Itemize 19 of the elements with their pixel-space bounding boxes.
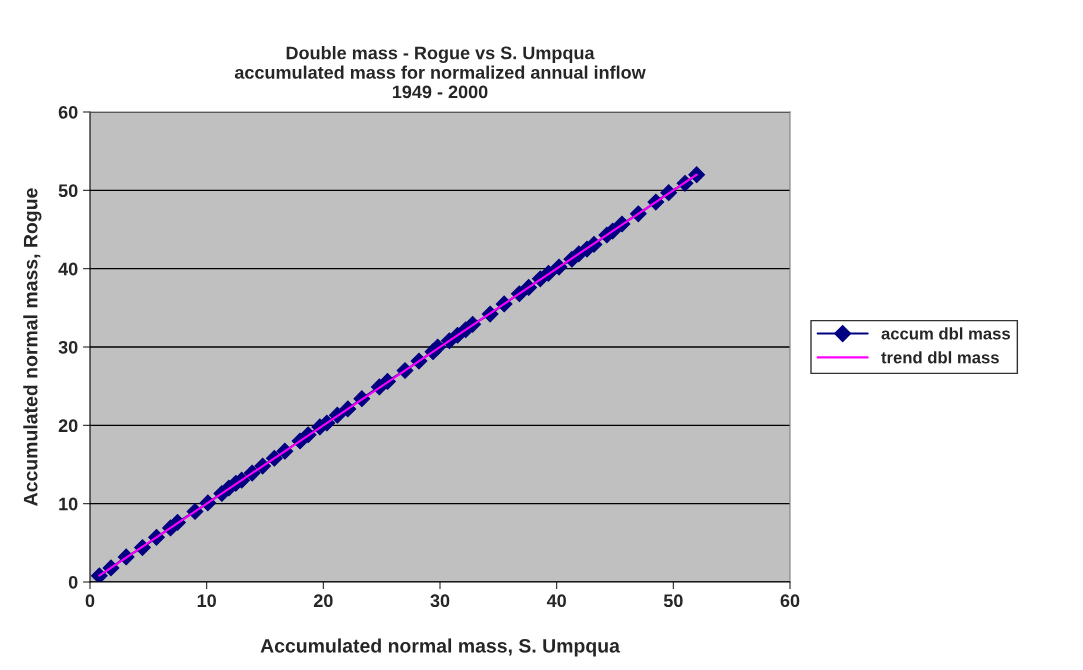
y-axis-title: Accumulated normal mass, Rogue <box>23 188 42 506</box>
x-tick-label: 40 <box>546 594 566 608</box>
x-tick-label: 10 <box>197 594 216 608</box>
x-tick-label: 0 <box>85 594 95 608</box>
y-tick-label: 0 <box>68 575 78 589</box>
y-tick-label: 30 <box>58 340 78 354</box>
x-tick-label: 20 <box>313 594 333 608</box>
y-tick-label: 20 <box>58 419 78 433</box>
x-axis-title: Accumulated normal mass, S. Umpqua <box>260 638 621 657</box>
x-tick-label: 30 <box>430 594 450 608</box>
chart-title: Double mass - Rogue vs S. Umpqua accumulated mass for normalized annual inflow 1949 - 2000 <box>234 46 646 99</box>
y-tick-label: 60 <box>58 105 78 119</box>
legend-label: trend dbl mass <box>881 351 999 364</box>
x-tick-label: 50 <box>663 594 683 608</box>
y-tick-label: 40 <box>58 262 78 276</box>
x-tick-label: 60 <box>780 594 800 608</box>
y-tick-label: 50 <box>58 184 78 198</box>
legend-label: accum dbl mass <box>881 327 1010 340</box>
y-tick-label: 10 <box>59 497 78 511</box>
